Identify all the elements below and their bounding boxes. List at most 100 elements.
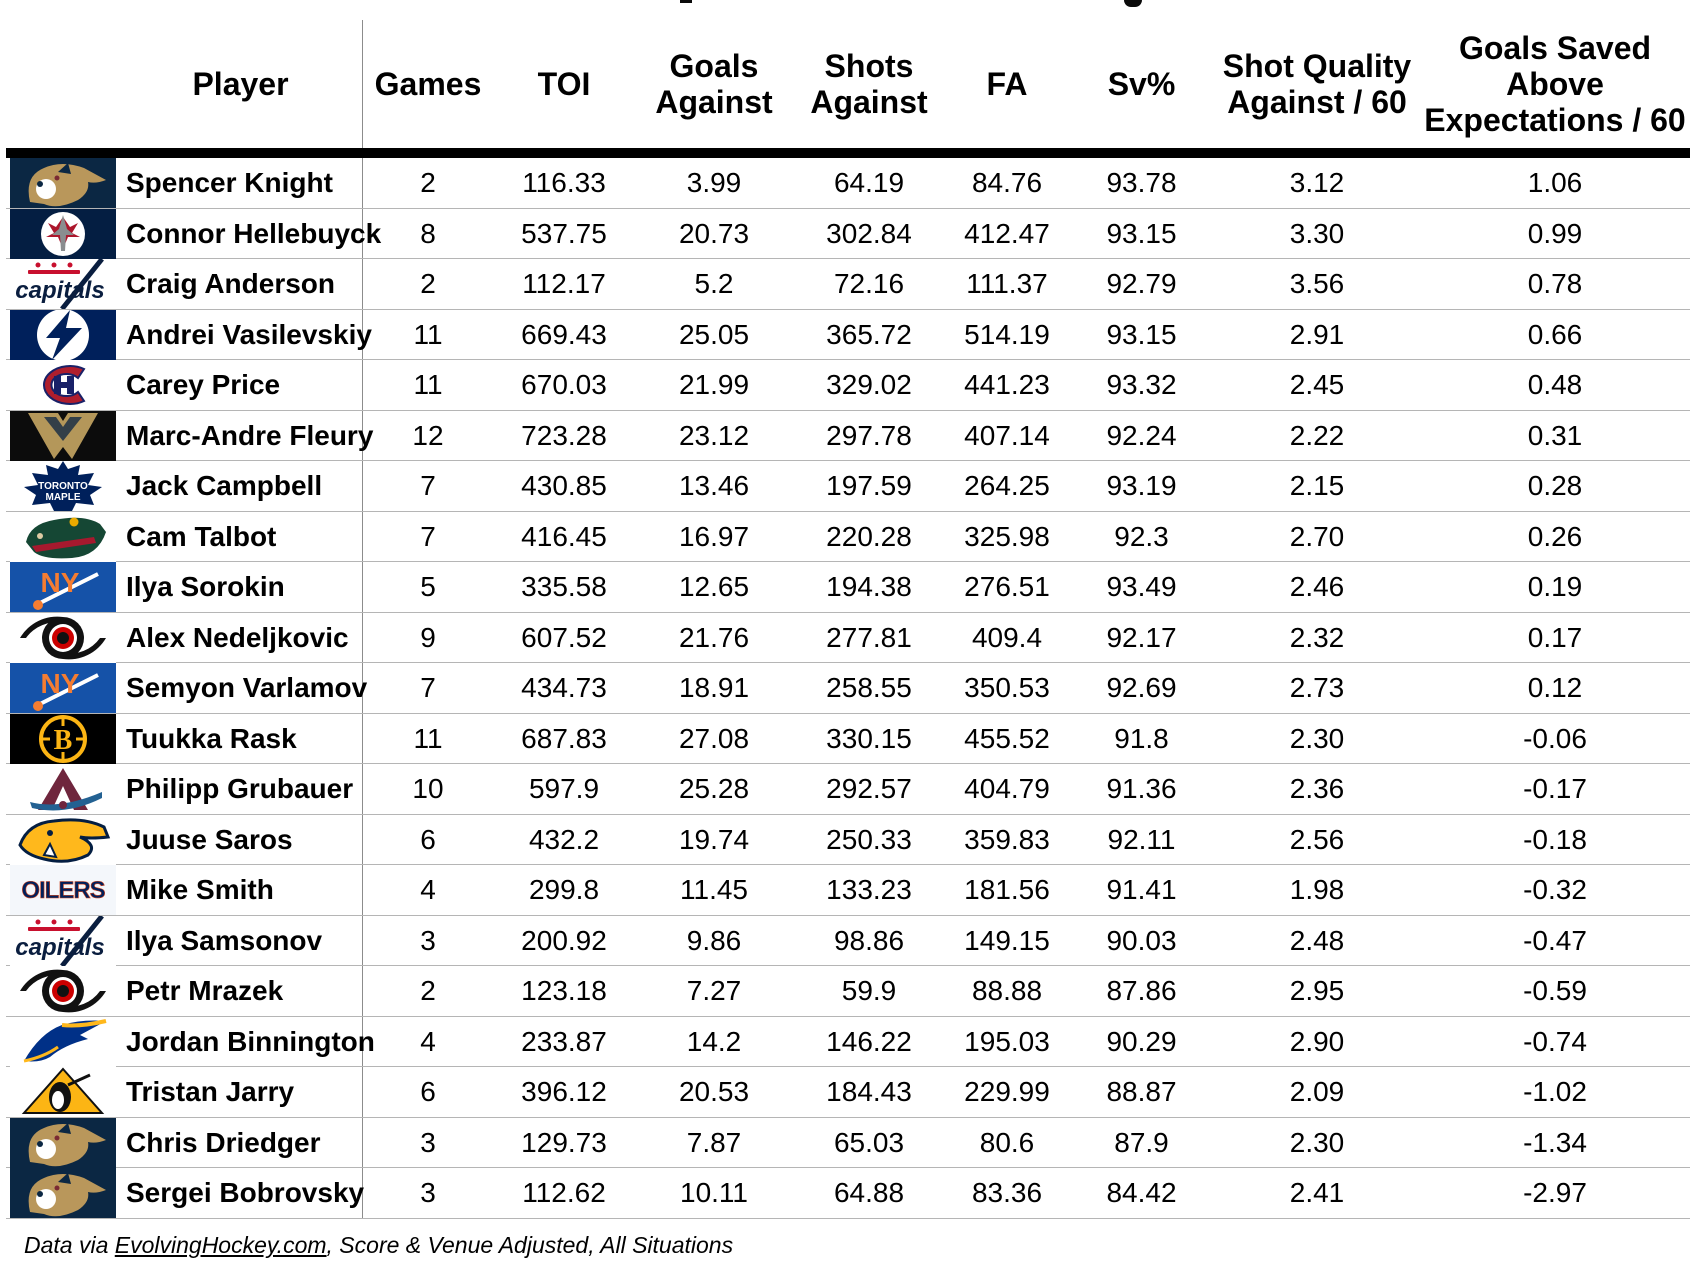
- table-row: OILERS Mike Smith 4 299.8 11.45 133.23 1…: [6, 865, 1690, 916]
- source-note-prefix: Data via: [24, 1232, 115, 1258]
- cell-shots-against: 64.19: [833, 167, 905, 198]
- team-logo-cell: [6, 360, 118, 410]
- svg-text:MAPLE: MAPLE: [46, 492, 81, 503]
- cell-sv-pct: 93.49: [1106, 571, 1177, 602]
- cell-sv-pct: 87.9: [1114, 1126, 1169, 1158]
- cell-toi: 299.8: [528, 874, 600, 905]
- florida-panthers-logo: [10, 158, 116, 208]
- source-note-suffix: , Score & Venue Adjusted, All Situations: [326, 1232, 734, 1258]
- player-name: Petr Mrazek: [126, 975, 284, 1006]
- team-logo-cell: B: [6, 713, 118, 764]
- cell-goals-against: 13.46: [678, 470, 750, 501]
- column-header-games: Games: [374, 66, 482, 102]
- cell-games: 6: [420, 823, 436, 855]
- table-row: Sergei Bobrovsky 3 112.62 10.11 64.88 83…: [6, 1168, 1690, 1219]
- cell-goals-against: 19.74: [678, 823, 750, 855]
- cell-shot-quality-against-60: 2.91: [1289, 318, 1345, 350]
- cell-goals-saved-above-expectations-60: -0.06: [1523, 722, 1587, 754]
- cell-fa: 84.76: [971, 167, 1043, 198]
- cell-shot-quality-against-60: 2.90: [1289, 1025, 1345, 1057]
- team-logo-cell: [6, 1168, 118, 1218]
- cell-games: 2: [420, 975, 436, 1006]
- cell-goals-saved-above-expectations-60: -1.34: [1523, 1126, 1587, 1158]
- st-louis-blues-logo: [10, 1016, 116, 1067]
- cell-shot-quality-against-60: 2.36: [1289, 773, 1345, 804]
- player-name: Tristan Jarry: [126, 1076, 295, 1107]
- cell-goals-against: 20.53: [678, 1076, 750, 1107]
- nashville-predators-logo: [10, 814, 116, 865]
- column-header-player: Player: [192, 66, 289, 102]
- cell-goals-against: 7.27: [686, 975, 742, 1006]
- cell-goals-against: 7.87: [686, 1126, 742, 1158]
- cell-games: 10: [412, 773, 444, 804]
- cell-games: 7: [420, 520, 436, 552]
- cell-shots-against: 297.78: [826, 419, 912, 451]
- cell-shot-quality-against-60: 2.30: [1289, 722, 1345, 754]
- cell-fa: 350.53: [964, 672, 1050, 703]
- column-header-shot-quality-against-60: Shot Quality Against / 60: [1222, 48, 1412, 120]
- team-logo-cell: NY: [6, 663, 118, 713]
- cell-goals-saved-above-expectations-60: 0.78: [1527, 268, 1583, 299]
- cell-sv-pct: 91.36: [1106, 773, 1177, 804]
- cell-goals-against: 16.97: [678, 520, 750, 552]
- cell-goals-saved-above-expectations-60: -0.17: [1523, 773, 1587, 804]
- table-row: Philipp Grubauer 10 597.9 25.28 292.57 4…: [6, 764, 1690, 815]
- cell-goals-saved-above-expectations-60: 0.66: [1527, 318, 1583, 350]
- table-row: Tristan Jarry 6 396.12 20.53 184.43 229.…: [6, 1067, 1690, 1118]
- cell-fa: 359.83: [964, 823, 1050, 855]
- cell-games: 3: [420, 1177, 436, 1208]
- cell-games: 9: [420, 621, 436, 653]
- cell-shots-against: 98.86: [833, 924, 905, 956]
- player-name: Marc-Andre Fleury: [126, 419, 374, 451]
- cell-toi: 430.85: [521, 470, 607, 501]
- table-row: Marc-Andre Fleury 12 723.28 23.12 297.78…: [6, 410, 1690, 461]
- winnipeg-jets-logo: [10, 208, 116, 259]
- cell-games: 11: [413, 318, 443, 350]
- cell-toi: 607.52: [521, 621, 607, 653]
- player-name: Connor Hellebuyck: [126, 217, 382, 249]
- header-separator-bar: [6, 148, 1690, 158]
- cell-fa: 514.19: [964, 318, 1050, 350]
- cell-goals-saved-above-expectations-60: -0.47: [1523, 924, 1587, 956]
- team-logo-cell: [6, 511, 118, 562]
- montreal-canadiens-logo: [10, 360, 116, 410]
- team-logo-cell: [6, 410, 118, 461]
- cell-goals-against: 21.99: [678, 369, 750, 400]
- table-row: Juuse Saros 6 432.2 19.74 250.33 359.83 …: [6, 814, 1690, 865]
- table-row: Spencer Knight 2 116.33 3.99 64.19 84.76…: [6, 158, 1690, 209]
- cell-shots-against: 329.02: [826, 369, 912, 400]
- player-name: Cam Talbot: [126, 520, 277, 552]
- cell-toi: 670.03: [521, 369, 607, 400]
- player-name: Jordan Binnington: [126, 1025, 375, 1057]
- player-name: Spencer Knight: [126, 167, 333, 198]
- cell-sv-pct: 92.11: [1107, 823, 1176, 855]
- player-name: Ilya Samsonov: [126, 924, 323, 956]
- table-row: capitals Ilya Samsonov 3 200.92 9.86 98.…: [6, 915, 1690, 966]
- vegas-golden-knights-logo: [10, 410, 116, 461]
- cell-goals-against: 9.86: [686, 924, 742, 956]
- cell-sv-pct: 90.29: [1106, 1025, 1177, 1057]
- cell-games: 3: [420, 924, 436, 956]
- player-name: Ilya Sorokin: [126, 571, 285, 602]
- cell-goals-against: 10.11: [680, 1177, 748, 1208]
- cell-goals-against: 25.05: [678, 318, 750, 350]
- cell-toi: 112.17: [522, 268, 606, 299]
- evolving-hockey-link[interactable]: EvolvingHockey.com: [114, 1232, 327, 1258]
- cell-toi: 335.58: [521, 571, 607, 602]
- table-row: capitals Craig Anderson 2 112.17 5.2 72.…: [6, 259, 1690, 310]
- cell-toi: 669.43: [521, 318, 607, 350]
- team-logo-cell: NY: [6, 562, 118, 612]
- cell-goals-saved-above-expectations-60: 0.99: [1527, 217, 1583, 249]
- cell-toi: 687.83: [521, 722, 607, 754]
- player-name: Juuse Saros: [126, 823, 293, 855]
- table-row: Andrei Vasilevskiy 11 669.43 25.05 365.7…: [6, 309, 1690, 360]
- table-body: Spencer Knight 2 116.33 3.99 64.19 84.76…: [6, 158, 1690, 1219]
- cell-goals-saved-above-expectations-60: -1.02: [1523, 1076, 1587, 1107]
- cell-sv-pct: 93.78: [1106, 167, 1177, 198]
- cell-fa: 80.6: [979, 1126, 1035, 1158]
- column-header-sv-pct: Sv%: [1107, 66, 1176, 102]
- cell-goals-against: 25.28: [678, 773, 750, 804]
- cell-games: 2: [420, 167, 436, 198]
- player-column-divider: [362, 20, 363, 1218]
- cell-games: 3: [420, 1126, 436, 1158]
